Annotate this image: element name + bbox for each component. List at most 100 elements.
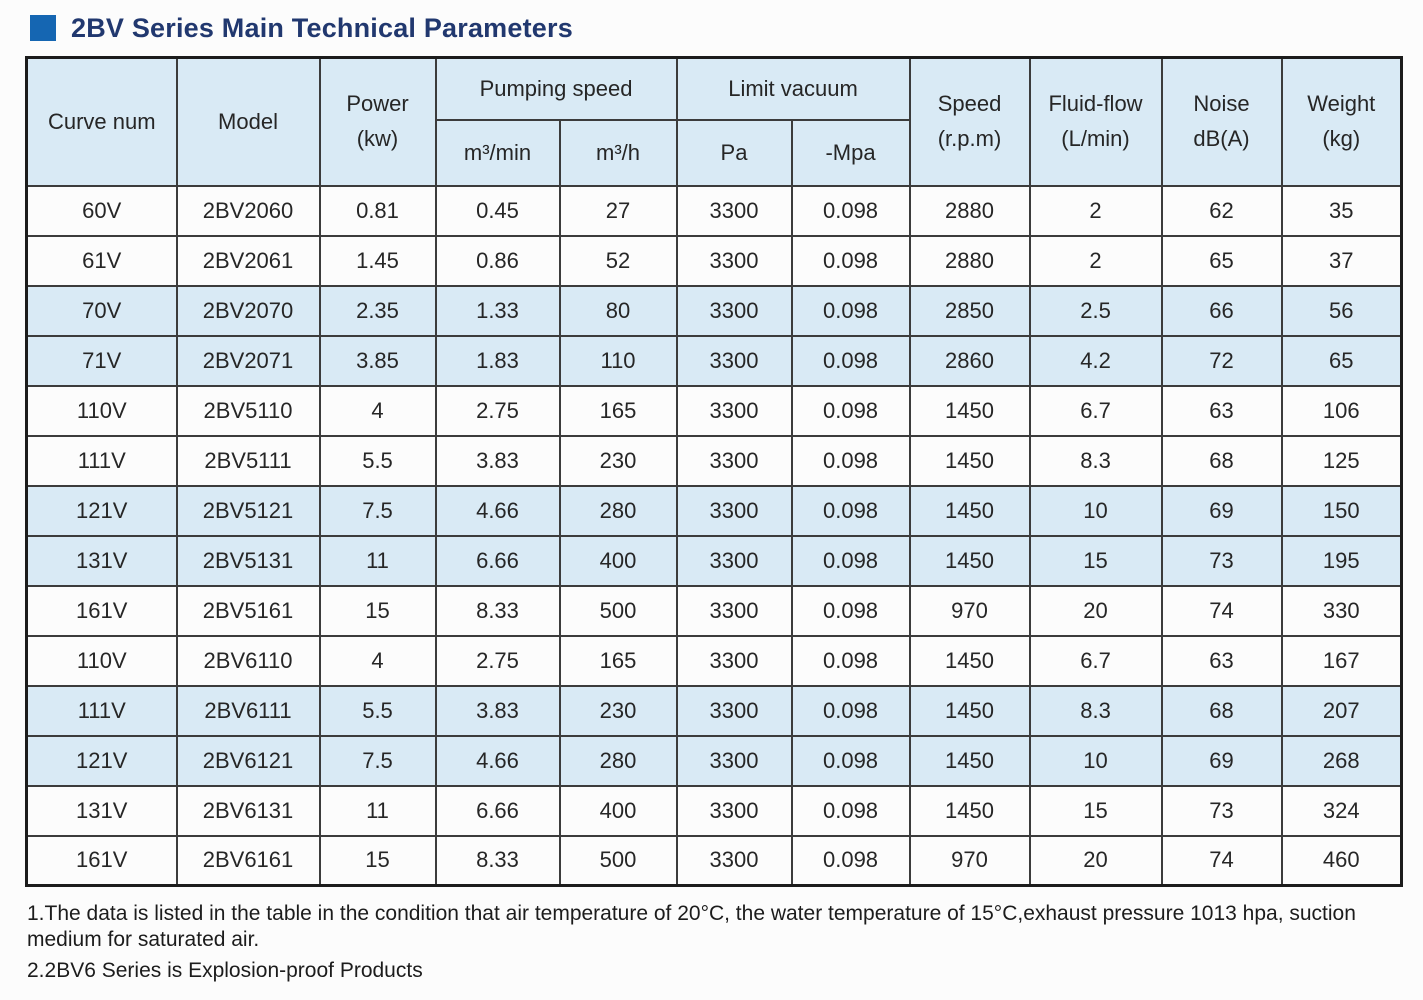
cell-power: 15: [318, 834, 437, 887]
cell-mpa: 0.098: [790, 334, 911, 387]
cell-power: 2.35: [318, 284, 437, 337]
cell-power: 5.5: [318, 684, 437, 737]
cell-noise: 69: [1160, 734, 1283, 787]
cell-fluid: 15: [1028, 534, 1163, 587]
cell-fluid: 20: [1028, 584, 1163, 637]
cell-pa: 3300: [675, 484, 793, 537]
cell-weight: 56: [1280, 284, 1403, 337]
cell-m3h: 400: [558, 534, 678, 587]
cell-speed: 970: [908, 584, 1031, 637]
cell-model: 2BV5161: [175, 584, 321, 637]
cell-weight: 125: [1280, 434, 1403, 487]
cell-curve: 131V: [25, 534, 178, 587]
cell-weight: 268: [1280, 734, 1403, 787]
cell-power: 5.5: [318, 434, 437, 487]
cell-weight: 207: [1280, 684, 1403, 737]
cell-fluid: 8.3: [1028, 684, 1163, 737]
table-row: 121V 2BV5121 7.5 4.66 280 3300 0.098 1450 10 69 15…: [25, 484, 1403, 537]
table-row: 161V 2BV5161 15 8.33 500 3300 0.098 970 20 74 330: [25, 584, 1403, 637]
cell-pa: 3300: [675, 584, 793, 637]
header-weight-unit: (kg): [1322, 126, 1361, 152]
cell-curve: 121V: [25, 734, 178, 787]
title-bullet-icon: [30, 15, 56, 41]
cell-m3h: 500: [558, 834, 678, 887]
cell-pa: 3300: [675, 234, 793, 287]
cell-weight: 167: [1280, 634, 1403, 687]
cell-power: 15: [318, 584, 437, 637]
cell-power: 1.45: [318, 234, 437, 287]
cell-m3min: 0.45: [434, 184, 561, 237]
cell-weight: 106: [1280, 384, 1403, 437]
cell-curve: 110V: [25, 634, 178, 687]
cell-pa: 3300: [675, 434, 793, 487]
cell-curve: 61V: [25, 234, 178, 287]
cell-model: 2BV6161: [175, 834, 321, 887]
cell-pa: 3300: [675, 684, 793, 737]
cell-fluid: 4.2: [1028, 334, 1163, 387]
header-speed: Speed (r.p.m): [908, 56, 1031, 187]
cell-m3min: 6.66: [434, 534, 561, 587]
cell-pa: 3300: [675, 334, 793, 387]
cell-noise: 65: [1160, 234, 1283, 287]
cell-fluid: 20: [1028, 834, 1163, 887]
cell-pa: 3300: [675, 384, 793, 437]
cell-speed: 1450: [908, 734, 1031, 787]
cell-mpa: 0.098: [790, 284, 911, 337]
cell-weight: 330: [1280, 584, 1403, 637]
cell-noise: 73: [1160, 784, 1283, 837]
cell-curve: 70V: [25, 284, 178, 337]
cell-mpa: 0.098: [790, 434, 911, 487]
header-weight-label: Weight: [1307, 91, 1376, 117]
cell-mpa: 0.098: [790, 784, 911, 837]
header-weight: Weight (kg): [1280, 56, 1403, 187]
cell-model: 2BV5110: [175, 384, 321, 437]
cell-mpa: 0.098: [790, 734, 911, 787]
footnotes: 1.The data is listed in the table in the…: [27, 901, 1412, 984]
cell-m3h: 400: [558, 784, 678, 837]
cell-speed: 2850: [908, 284, 1031, 337]
section-title-row: 2BV Series Main Technical Parameters: [30, 12, 1400, 44]
cell-m3min: 1.33: [434, 284, 561, 337]
cell-noise: 66: [1160, 284, 1283, 337]
cell-pa: 3300: [675, 284, 793, 337]
cell-weight: 460: [1280, 834, 1403, 887]
cell-m3h: 500: [558, 584, 678, 637]
cell-m3min: 3.83: [434, 684, 561, 737]
parameters-table: Curve num Model Power (kw) Pumping speed…: [25, 56, 1404, 887]
cell-fluid: 10: [1028, 484, 1163, 537]
cell-mpa: 0.098: [790, 484, 911, 537]
cell-fluid: 2: [1028, 184, 1163, 237]
cell-m3min: 2.75: [434, 384, 561, 437]
cell-m3h: 165: [558, 634, 678, 687]
cell-m3min: 8.33: [434, 584, 561, 637]
header-power-label: Power: [346, 91, 409, 117]
cell-power: 4: [318, 384, 437, 437]
cell-fluid: 15: [1028, 784, 1163, 837]
cell-curve: 161V: [25, 834, 178, 887]
header-pa: Pa: [675, 118, 793, 187]
cell-m3min: 6.66: [434, 784, 561, 837]
cell-noise: 74: [1160, 834, 1283, 887]
header-fluid-flow: Fluid-flow (L/min): [1028, 56, 1163, 187]
cell-fluid: 6.7: [1028, 634, 1163, 687]
table-row: 111V 2BV5111 5.5 3.83 230 3300 0.098 1450 8.3 68 1…: [25, 434, 1403, 487]
cell-noise: 73: [1160, 534, 1283, 587]
cell-fluid: 2.5: [1028, 284, 1163, 337]
cell-model: 2BV6110: [175, 634, 321, 687]
header-noise-label: Noise: [1193, 91, 1250, 117]
cell-noise: 72: [1160, 334, 1283, 387]
cell-model: 2BV2061: [175, 234, 321, 287]
cell-speed: 1450: [908, 534, 1031, 587]
cell-m3min: 3.83: [434, 434, 561, 487]
cell-power: 4: [318, 634, 437, 687]
cell-power: 7.5: [318, 734, 437, 787]
cell-m3min: 8.33: [434, 834, 561, 887]
table-body: 60V 2BV2060 0.81 0.45 27 3300 0.098 2880 2 62 35 61…: [25, 184, 1403, 887]
table-row: 131V 2BV6131 11 6.66 400 3300 0.098 1450 15 73 324: [25, 784, 1403, 837]
cell-model: 2BV5111: [175, 434, 321, 487]
cell-mpa: 0.098: [790, 684, 911, 737]
header-pumping-speed: Pumping speed: [434, 56, 678, 121]
header-power-unit: (kw): [356, 126, 399, 152]
header-speed-unit: (r.p.m): [937, 126, 1002, 152]
